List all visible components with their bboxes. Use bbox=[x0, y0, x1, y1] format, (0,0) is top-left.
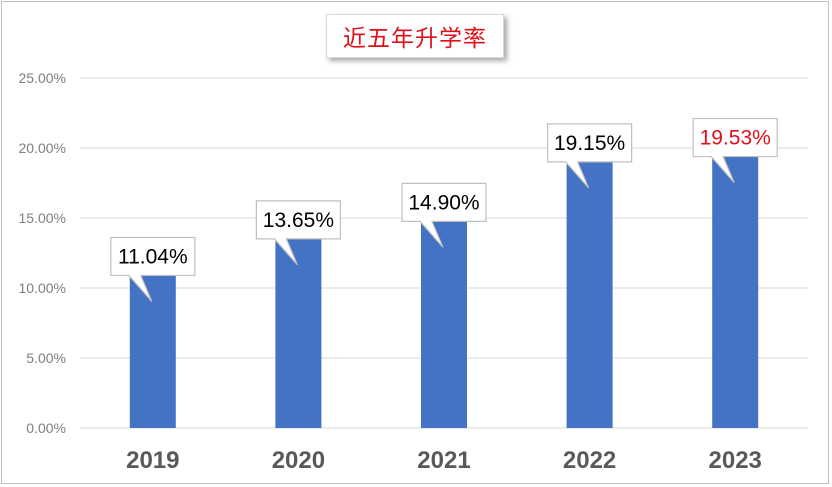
data-label-callout-2019 bbox=[110, 236, 196, 302]
x-tick-label-2022: 2022 bbox=[563, 447, 616, 474]
data-labels-layer: 11.04% 13.65% 14.90% 19.15% 19.53% bbox=[110, 117, 778, 302]
bar-2021 bbox=[421, 219, 467, 428]
data-label-2022: 19.15% bbox=[554, 132, 625, 155]
y-tick-label: 5.00% bbox=[26, 350, 66, 366]
chart-title-box: 近五年升学率 bbox=[326, 14, 504, 58]
data-label-2019: 11.04% bbox=[118, 245, 188, 268]
bar-2019 bbox=[129, 273, 176, 428]
x-tick-label-2023: 2023 bbox=[709, 447, 762, 474]
y-tick-label: 0.00% bbox=[26, 420, 66, 436]
bars-layer bbox=[129, 154, 759, 428]
data-label-2023: 19.53% bbox=[700, 127, 771, 150]
data-label-2021: 14.90% bbox=[408, 191, 479, 214]
y-tick-label: 15.00% bbox=[19, 210, 66, 226]
x-tick-label-2020: 2020 bbox=[272, 447, 325, 474]
data-label-callout-2020 bbox=[255, 200, 341, 266]
bar-2023 bbox=[712, 154, 759, 428]
x-tick-label-2019: 2019 bbox=[126, 447, 179, 474]
bar-2020 bbox=[275, 236, 322, 428]
y-tick-label: 25.00% bbox=[19, 70, 66, 86]
data-label-callout-2021 bbox=[401, 182, 487, 248]
data-label-callout-2022 bbox=[547, 123, 633, 189]
y-tick-label: 20.00% bbox=[19, 140, 66, 156]
bar-2022 bbox=[566, 159, 613, 428]
x-tick-label-2021: 2021 bbox=[417, 447, 470, 474]
x-axis-ticks: 2019 2020 2021 2022 2023 bbox=[126, 447, 762, 474]
data-label-callout-2023 bbox=[692, 117, 778, 183]
y-axis-ticks: 0.00% 5.00% 10.00% 15.00% 20.00% 25.00% bbox=[19, 70, 66, 436]
y-tick-label: 10.00% bbox=[19, 280, 66, 296]
data-label-2020: 13.65% bbox=[263, 209, 334, 232]
chart-title: 近五年升学率 bbox=[343, 26, 487, 52]
